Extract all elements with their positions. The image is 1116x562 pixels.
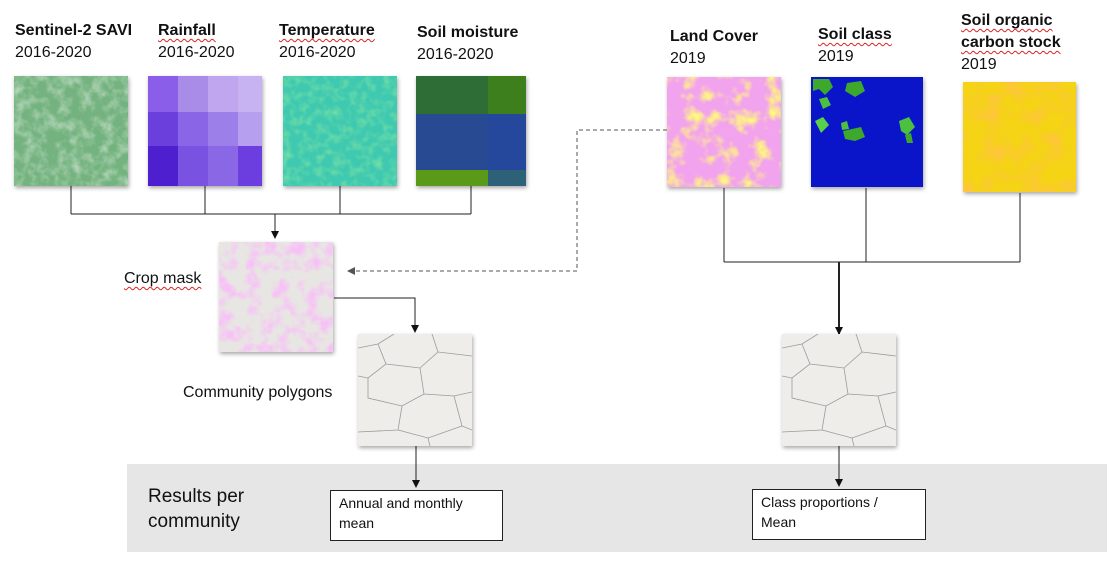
crop-mask-map-image (219, 242, 333, 352)
results-label: Results per community (148, 484, 244, 534)
input-landcover-title: Land Cover (670, 28, 759, 45)
soil-class-map-image (811, 77, 923, 187)
rainfall-map-image (148, 76, 262, 186)
results-band (127, 464, 1107, 552)
result-box-class-proportions: Class proportions / Mean (752, 489, 926, 540)
input-soc-header: Soil organic carbon stock 2019 (961, 10, 1061, 76)
input-savi-title: Sentinel-2 SAVI (15, 22, 133, 39)
soil-moisture-map-image (416, 76, 526, 186)
input-rainfall-header: Rainfall 2016-2020 (158, 20, 235, 64)
arrow-to-polygons-left (334, 297, 419, 333)
crop-mask-label: Crop mask (124, 270, 202, 287)
result-box-right-line1: Class proportions / (761, 494, 878, 510)
community-polygons-label: Community polygons (183, 384, 332, 402)
input-soil-class-period: 2019 (818, 48, 854, 65)
input-savi-period: 2016-2020 (15, 44, 92, 61)
community-polygons-map-right (782, 334, 896, 446)
community-polygons-text: Community polygons (183, 384, 333, 401)
community-polygons-map-left (358, 334, 472, 446)
results-label-line1: Results per (148, 486, 245, 507)
result-box-annual-monthly-mean: Annual and monthly mean (330, 490, 503, 541)
result-box-left-line1: Annual and monthly (339, 495, 463, 511)
input-soil-moisture-period: 2016-2020 (417, 46, 494, 63)
input-landcover-header: Land Cover 2019 (670, 26, 758, 70)
input-savi-header: Sentinel-2 SAVI 2016-2020 (15, 20, 132, 64)
input-soil-class-title: Soil class (818, 26, 892, 43)
input-rainfall-title: Rainfall (158, 22, 216, 39)
input-soil-moisture-header: Soil moisture 2016-2020 (417, 22, 518, 66)
landcover-map-image (667, 77, 781, 187)
input-soc-title-line1: Soil organic (961, 12, 1053, 29)
input-soil-moisture-title: Soil moisture (417, 24, 519, 41)
input-soc-period: 2019 (961, 56, 997, 73)
result-box-left-line2: mean (339, 515, 375, 531)
input-temperature-header: Temperature 2016-2020 (279, 20, 375, 64)
input-temperature-title: Temperature (279, 22, 375, 39)
input-rainfall-period: 2016-2020 (158, 44, 235, 61)
temperature-map-image (283, 76, 397, 186)
result-box-right-line2: Mean (761, 514, 797, 530)
input-soil-class-header: Soil class 2019 (818, 24, 892, 68)
input-landcover-period: 2019 (670, 50, 706, 67)
input-soc-title-line2: carbon stock (961, 34, 1061, 51)
dashed-arrow-landcover-to-cropmask (347, 129, 667, 275)
soc-map-image (963, 82, 1076, 192)
savi-map-image (14, 76, 128, 186)
input-temperature-period: 2016-2020 (279, 44, 356, 61)
results-label-line2: community (148, 511, 240, 532)
